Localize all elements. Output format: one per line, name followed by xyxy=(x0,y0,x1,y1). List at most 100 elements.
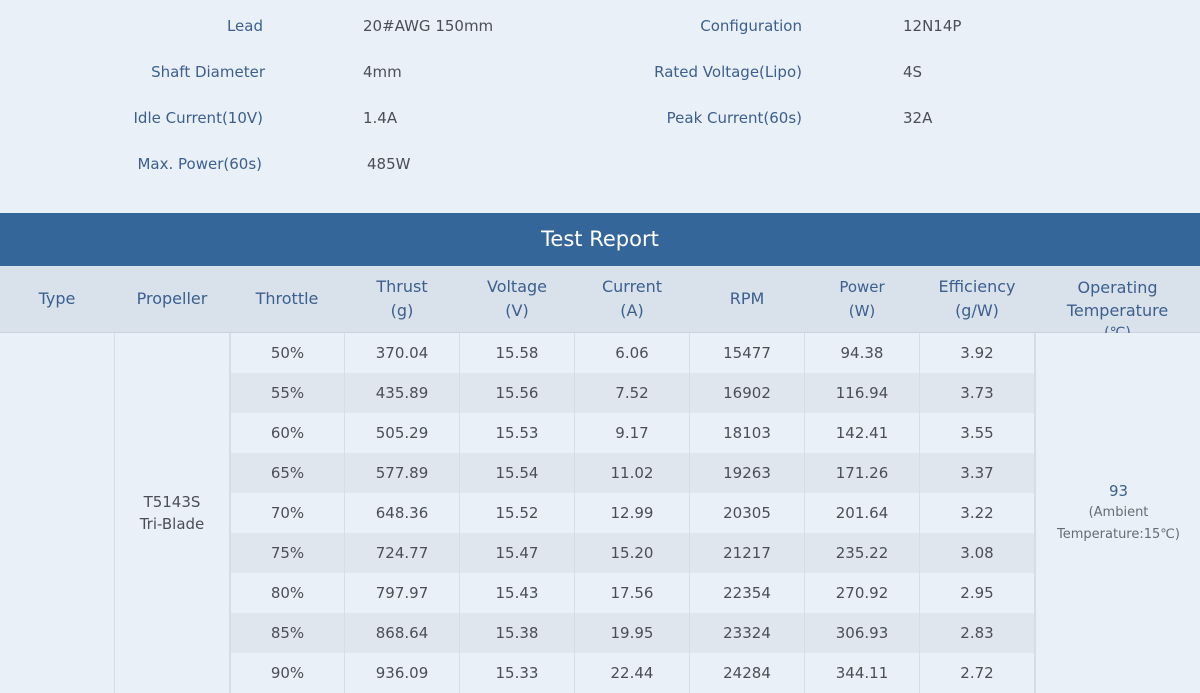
spec-label-peak-current: Peak Current(60s) xyxy=(666,109,802,127)
cell-efficiency: 2.83 xyxy=(920,613,1035,653)
spec-label-max-power: Max. Power(60s) xyxy=(137,155,262,173)
cell-thrust: 648.36 xyxy=(345,493,460,533)
cell-power: 201.64 xyxy=(805,493,920,533)
cell-efficiency: 3.22 xyxy=(920,493,1035,533)
propeller-cell: T5143S Tri-Blade xyxy=(115,333,230,693)
cell-current: 19.95 xyxy=(575,613,690,653)
spec-label-configuration: Configuration xyxy=(700,17,802,35)
cell-rpm: 24284 xyxy=(690,653,805,693)
cell-power: 116.94 xyxy=(805,373,920,413)
col-header-propeller: Propeller xyxy=(136,289,208,308)
spec-value-rated-voltage: 4S xyxy=(903,63,923,81)
spec-label-idle-current: Idle Current(10V) xyxy=(133,109,264,127)
spec-value-max-power: 485W xyxy=(367,155,411,173)
table-row: 70% 648.36 15.52 12.99 20305 201.64 3.22 xyxy=(230,493,1035,533)
propeller-blade-type: Tri-Blade xyxy=(139,515,205,533)
propeller-model: T5143S xyxy=(143,493,201,511)
spec-label-rated-voltage: Rated Voltage(Lipo) xyxy=(654,63,802,81)
cell-rpm: 19263 xyxy=(690,453,805,493)
ambient-temperature-note-1: (Ambient xyxy=(1088,505,1149,520)
cell-voltage: 15.33 xyxy=(460,653,575,693)
table-row: 85% 868.64 15.38 19.95 23324 306.93 2.83 xyxy=(230,613,1035,653)
report-title: Test Report xyxy=(0,213,1200,266)
cell-rpm: 20305 xyxy=(690,493,805,533)
cell-thrust: 797.97 xyxy=(345,573,460,613)
cell-throttle: 75% xyxy=(230,533,345,573)
cell-efficiency: 3.73 xyxy=(920,373,1035,413)
cell-power: 142.41 xyxy=(805,413,920,453)
cell-current: 9.17 xyxy=(575,413,690,453)
temperature-value: 93 xyxy=(1108,482,1129,500)
cell-efficiency: 2.95 xyxy=(920,573,1035,613)
cell-current: 7.52 xyxy=(575,373,690,413)
table-row: 55% 435.89 15.56 7.52 16902 116.94 3.73 xyxy=(230,373,1035,413)
col-header-current: Current (A) xyxy=(601,277,663,320)
spec-value-lead: 20#AWG 150mm xyxy=(363,17,494,35)
cell-current: 12.99 xyxy=(575,493,690,533)
motor-specs: Lead 20#AWG 150mm Configuration 12N14P S… xyxy=(0,0,1200,213)
table-row: 80% 797.97 15.43 17.56 22354 270.92 2.95 xyxy=(230,573,1035,613)
cell-efficiency: 2.72 xyxy=(920,653,1035,693)
type-cell xyxy=(0,333,115,693)
cell-voltage: 15.47 xyxy=(460,533,575,573)
cell-thrust: 435.89 xyxy=(345,373,460,413)
cell-efficiency: 3.37 xyxy=(920,453,1035,493)
cell-throttle: 85% xyxy=(230,613,345,653)
cell-power: 171.26 xyxy=(805,453,920,493)
table-row: 75% 724.77 15.47 15.20 21217 235.22 3.08 xyxy=(230,533,1035,573)
cell-current: 6.06 xyxy=(575,333,690,373)
col-header-throttle: Throttle xyxy=(255,289,319,308)
cell-throttle: 90% xyxy=(230,653,345,693)
cell-voltage: 15.43 xyxy=(460,573,575,613)
cell-thrust: 724.77 xyxy=(345,533,460,573)
cell-voltage: 15.53 xyxy=(460,413,575,453)
spec-label-shaft-diameter: Shaft Diameter xyxy=(151,63,265,81)
cell-thrust: 577.89 xyxy=(345,453,460,493)
cell-efficiency: 3.08 xyxy=(920,533,1035,573)
table-row: 65% 577.89 15.54 11.02 19263 171.26 3.37 xyxy=(230,453,1035,493)
table-row: 50% 370.04 15.58 6.06 15477 94.38 3.92 xyxy=(230,333,1035,373)
cell-rpm: 15477 xyxy=(690,333,805,373)
col-header-thrust: Thrust (g) xyxy=(376,277,428,320)
cell-power: 270.92 xyxy=(805,573,920,613)
cell-voltage: 15.38 xyxy=(460,613,575,653)
spec-value-configuration: 12N14P xyxy=(903,17,962,35)
cell-rpm: 21217 xyxy=(690,533,805,573)
cell-current: 17.56 xyxy=(575,573,690,613)
table-row: 90% 936.09 15.33 22.44 24284 344.11 2.72 xyxy=(230,653,1035,693)
cell-throttle: 65% xyxy=(230,453,345,493)
cell-power: 94.38 xyxy=(805,333,920,373)
cell-efficiency: 3.55 xyxy=(920,413,1035,453)
cell-thrust: 868.64 xyxy=(345,613,460,653)
cell-current: 15.20 xyxy=(575,533,690,573)
operating-temperature-cell: 93 (Ambient Temperature:15℃) xyxy=(1035,333,1200,693)
cell-thrust: 370.04 xyxy=(345,333,460,373)
col-header-efficiency: Efficiency (g/W) xyxy=(938,277,1016,320)
cell-power: 344.11 xyxy=(805,653,920,693)
cell-current: 22.44 xyxy=(575,653,690,693)
col-header-voltage: Voltage (V) xyxy=(486,277,547,320)
cell-power: 235.22 xyxy=(805,533,920,573)
table-row: 60% 505.29 15.53 9.17 18103 142.41 3.55 xyxy=(230,413,1035,453)
cell-throttle: 80% xyxy=(230,573,345,613)
cell-rpm: 16902 xyxy=(690,373,805,413)
col-header-rpm: RPM xyxy=(729,289,765,308)
spec-label-lead: Lead xyxy=(226,17,263,35)
col-header-power: Power (W) xyxy=(839,278,885,320)
cell-voltage: 15.56 xyxy=(460,373,575,413)
cell-throttle: 50% xyxy=(230,333,345,373)
cell-throttle: 70% xyxy=(230,493,345,533)
cell-rpm: 23324 xyxy=(690,613,805,653)
cell-thrust: 505.29 xyxy=(345,413,460,453)
cell-throttle: 55% xyxy=(230,373,345,413)
table-body: T5143S Tri-Blade 50% 370.04 15.58 6.06 15477… xyxy=(0,333,1200,693)
cell-thrust: 936.09 xyxy=(345,653,460,693)
cell-throttle: 60% xyxy=(230,413,345,453)
cell-power: 306.93 xyxy=(805,613,920,653)
spec-value-shaft-diameter: 4mm xyxy=(363,63,402,81)
spec-value-idle-current: 1.4A xyxy=(363,109,398,127)
cell-voltage: 15.58 xyxy=(460,333,575,373)
cell-voltage: 15.54 xyxy=(460,453,575,493)
ambient-temperature-note-2: Temperature:15℃) xyxy=(1057,527,1180,542)
